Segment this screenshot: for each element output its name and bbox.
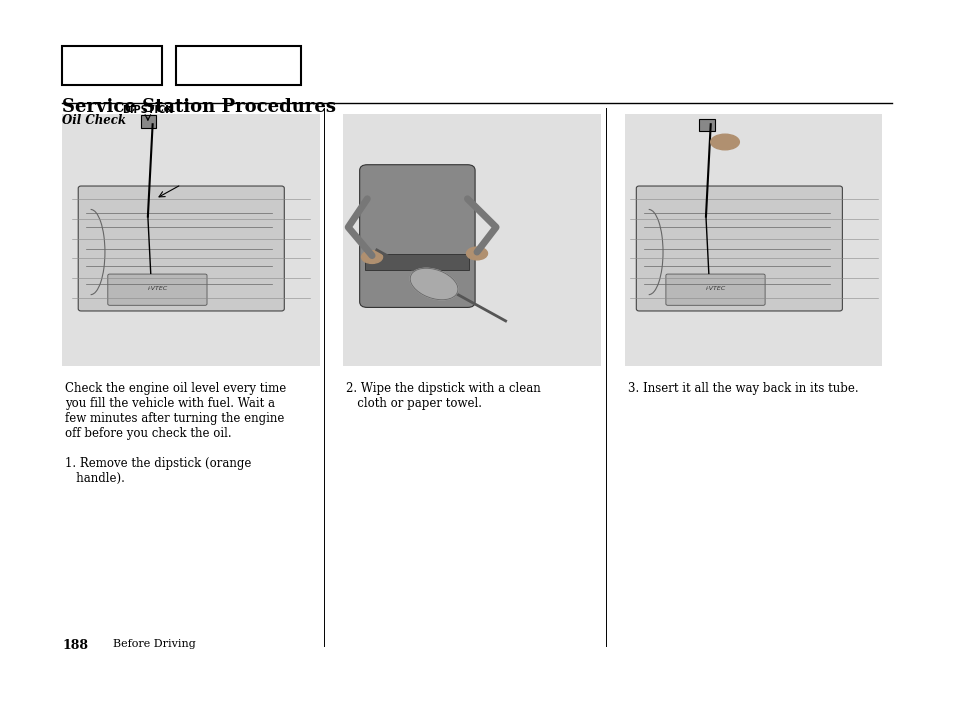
FancyBboxPatch shape: [636, 186, 841, 311]
Text: 188: 188: [62, 639, 88, 652]
Text: 3. Insert it all the way back in its tube.: 3. Insert it all the way back in its tub…: [627, 382, 858, 395]
Bar: [624, 114, 882, 366]
Text: Service Station Procedures: Service Station Procedures: [62, 98, 335, 116]
Bar: [699, 119, 714, 131]
Ellipse shape: [410, 268, 457, 300]
Ellipse shape: [466, 247, 487, 260]
Text: Oil Check: Oil Check: [62, 114, 126, 126]
Text: Check the engine oil level every time
you fill the vehicle with fuel. Wait a
few: Check the engine oil level every time yo…: [65, 382, 286, 485]
Text: DIPSTICK: DIPSTICK: [122, 105, 173, 115]
Text: 2. Wipe the dipstick with a clean
   cloth or paper towel.: 2. Wipe the dipstick with a clean cloth …: [346, 382, 540, 410]
FancyBboxPatch shape: [108, 274, 207, 305]
Bar: [343, 114, 600, 366]
Bar: [141, 115, 156, 128]
Bar: [365, 254, 469, 270]
FancyBboxPatch shape: [359, 165, 475, 307]
Text: Before Driving: Before Driving: [112, 639, 195, 649]
FancyBboxPatch shape: [78, 186, 284, 311]
Bar: [62, 114, 319, 366]
Ellipse shape: [361, 251, 382, 263]
Ellipse shape: [710, 134, 739, 150]
Bar: [62, 46, 162, 85]
Bar: [176, 46, 300, 85]
Text: i·VTEC: i·VTEC: [147, 286, 168, 292]
FancyBboxPatch shape: [665, 274, 764, 305]
Text: i·VTEC: i·VTEC: [704, 286, 725, 292]
